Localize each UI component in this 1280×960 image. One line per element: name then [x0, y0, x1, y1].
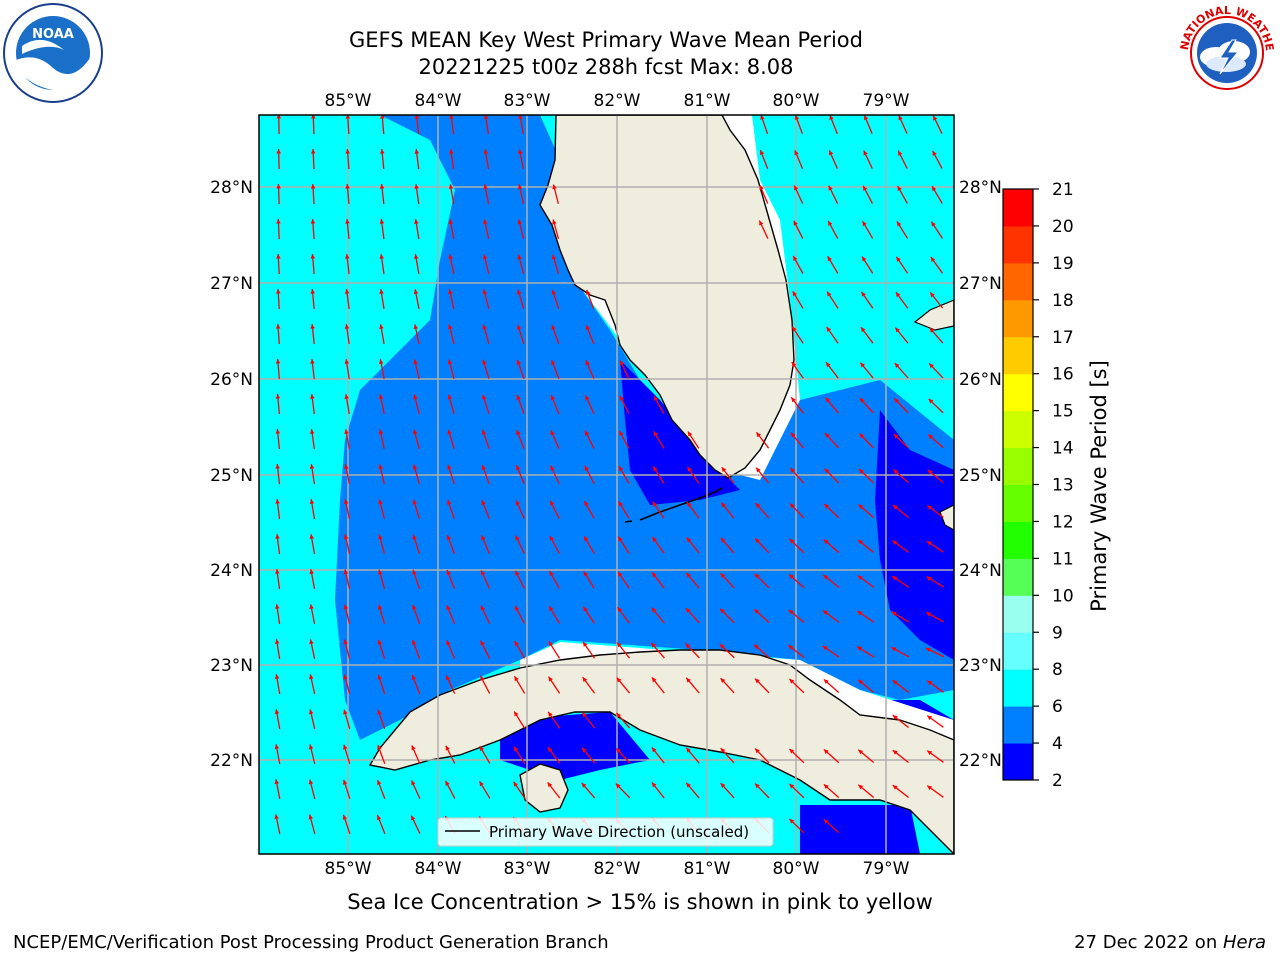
lon-label-top: 80°W — [773, 91, 820, 111]
colorbar-tick-label: 10 — [1052, 586, 1074, 606]
lat-label-right: 24°N — [959, 561, 1002, 581]
colorbar-segment — [1003, 189, 1033, 227]
lon-label-bottom: 84°W — [415, 859, 462, 879]
lat-label-left: 22°N — [210, 751, 253, 771]
footer-date: 27 Dec 2022 on Hera — [1074, 932, 1266, 953]
colorbar-segment — [1003, 484, 1033, 522]
colorbar-tick-label: 8 — [1052, 660, 1063, 680]
colorbar-tick-label: 6 — [1052, 697, 1063, 717]
lat-label-right: 23°N — [959, 656, 1002, 676]
colorbar-segment — [1003, 706, 1033, 744]
footer-host: Hera — [1222, 932, 1266, 953]
lon-label-top: 82°W — [594, 91, 641, 111]
lat-label-left: 24°N — [210, 561, 253, 581]
map-gridlines — [259, 115, 954, 854]
lat-label-right: 27°N — [959, 274, 1002, 294]
noaa-logo-text: NOAA — [32, 27, 74, 42]
colorbar-tick-label: 15 — [1052, 402, 1074, 422]
colorbar-tick-label: 21 — [1052, 180, 1074, 200]
lat-label-right: 22°N — [959, 751, 1002, 771]
lat-label-right: 26°N — [959, 370, 1002, 390]
colorbar-segment — [1003, 558, 1033, 596]
colorbar-tick-label: 19 — [1052, 254, 1074, 274]
colorbar-tick-label: 14 — [1052, 439, 1074, 459]
colorbar-segment — [1003, 521, 1033, 559]
lon-label-top: 83°W — [504, 91, 551, 111]
lat-label-right: 28°N — [959, 178, 1002, 198]
noaa-logo: NOAA — [3, 3, 103, 103]
lon-label-top: 81°W — [684, 91, 731, 111]
colorbar-tick-label: 4 — [1052, 734, 1063, 754]
colorbar-tick-label: 16 — [1052, 365, 1074, 385]
lon-label-bottom: 79°W — [863, 859, 910, 879]
lat-label-left: 27°N — [210, 274, 253, 294]
lat-label-left: 26°N — [210, 370, 253, 390]
colorbar-tick-label: 11 — [1052, 549, 1074, 569]
colorbar-segment — [1003, 225, 1033, 264]
colorbar-tick-label: 9 — [1052, 623, 1063, 643]
colorbar-segment — [1003, 299, 1033, 338]
lon-label-top: 84°W — [415, 91, 462, 111]
ocean-region-deep-blue-se — [800, 805, 920, 854]
sea-ice-caption: Sea Ice Concentration > 15% is shown in … — [347, 890, 933, 914]
wave-direction-arrows — [274, 115, 945, 835]
colorbar-tick-label: 12 — [1052, 512, 1074, 532]
land-cuba — [368, 649, 954, 854]
colorbar-segment — [1003, 336, 1033, 375]
colorbar-segment — [1003, 447, 1033, 485]
lon-label-top: 79°W — [863, 91, 910, 111]
map-title: GEFS MEAN Key West Primary Wave Mean Per… — [349, 28, 863, 52]
colorbar-tick-label: 2 — [1052, 771, 1063, 791]
colorbar-tick-label: 17 — [1052, 328, 1074, 348]
lon-label-bottom: 83°W — [504, 859, 551, 879]
colorbar-segment — [1003, 262, 1033, 301]
land-florida — [539, 115, 795, 479]
colorbar-tick-label: 13 — [1052, 476, 1074, 496]
arrow-legend: Primary Wave Direction (unscaled) — [437, 817, 774, 847]
lon-label-bottom: 82°W — [594, 859, 641, 879]
ocean-region-deep-blue-cuba — [500, 712, 650, 780]
lon-label-bottom: 85°W — [325, 859, 372, 879]
lat-label-left: 25°N — [210, 466, 253, 486]
colorbar-segment — [1003, 632, 1033, 670]
lon-label-bottom: 80°W — [773, 859, 820, 879]
colorbar-segment — [1003, 743, 1033, 781]
footer-branch: NCEP/EMC/Verification Post Processing Pr… — [13, 932, 609, 953]
colorbar: 2 4 6 8 9 10 11 12 13 14 15 16 17 18 19 20 21 — [1002, 180, 1074, 791]
colorbar-tick-label: 20 — [1052, 217, 1074, 237]
lon-label-top: 85°W — [325, 91, 372, 111]
ocean-region-deep-blue-bay — [620, 360, 740, 505]
colorbar-segment — [1003, 373, 1033, 412]
arrow-legend-label: Primary Wave Direction (unscaled) — [489, 823, 749, 841]
nws-logo: NATIONAL WEATHER SERVICE — [1176, 2, 1276, 102]
footer-date-text: 27 Dec 2022 on — [1074, 932, 1223, 953]
land-florida-keys — [624, 487, 723, 523]
colorbar-tick-label: 18 — [1052, 291, 1074, 311]
colorbar-segment — [1003, 595, 1033, 633]
lon-label-bottom: 81°W — [684, 859, 731, 879]
colorbar-segment — [1003, 410, 1033, 449]
map-frame — [258, 114, 955, 855]
land-bahamas — [913, 299, 954, 531]
lat-label-right: 25°N — [959, 466, 1002, 486]
lat-label-left: 28°N — [210, 178, 253, 198]
colorbar-segment — [1003, 669, 1033, 707]
map-subtitle: 20221225 t00z 288h fcst Max: 8.08 — [418, 55, 794, 79]
lat-label-left: 23°N — [210, 656, 253, 676]
colorbar-label: Primary Wave Period [s] — [1087, 360, 1111, 612]
